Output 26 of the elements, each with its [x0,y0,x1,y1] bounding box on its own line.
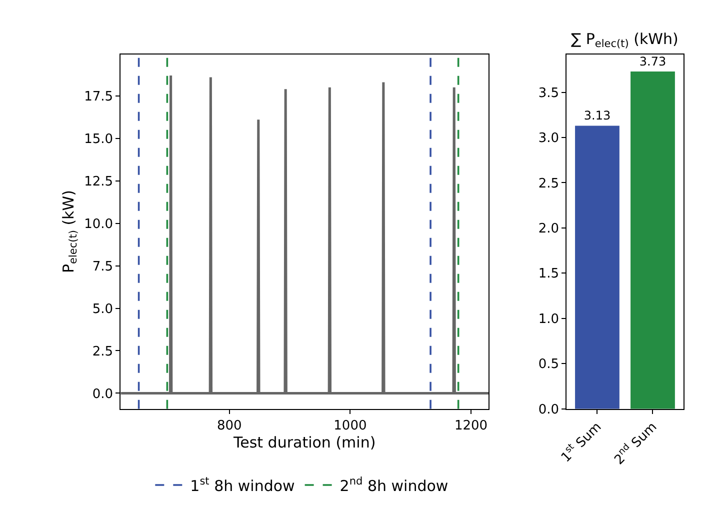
chart-title: ∑ P$_{elec(t)}$ (kWh) [571,30,678,50]
y-tick-label: 12.5 [84,174,114,190]
y-tick-label: 2.0 [538,221,560,236]
legend-label: 2$^{nd}$ 8h window [340,476,448,495]
y-tick-label: 17.5 [84,89,114,104]
y-tick-label: 7.5 [92,259,114,274]
x-axis-title: Test duration (min) [232,433,376,452]
x-tick-label: 1000 [334,418,367,434]
x-tick-label: 800 [216,418,242,434]
y-tick-label: 10.0 [84,216,114,232]
y-tick-label: 2.5 [92,344,114,360]
line-series [120,74,489,394]
y-tick-label: 3.0 [538,131,560,146]
data-label: 3.73 [639,54,666,68]
y-tick-label: 1.0 [538,312,560,327]
y-tick-label: 5.0 [92,302,114,317]
y-tick-label: 0.0 [538,402,560,418]
y-tick-label: 0.0 [92,386,114,402]
y-tick-label: 2.5 [538,176,560,192]
y-tick-label: 1.5 [538,266,560,282]
data-label: 3.13 [584,108,611,123]
y-tick-label: 3.5 [538,86,560,101]
y-tick-label: 15.0 [84,132,114,147]
x-tick-label: 1200 [454,418,488,434]
y-tick-label: 0.5 [538,357,560,372]
legend-label: 1$^{st}$ 8h window [190,476,295,495]
